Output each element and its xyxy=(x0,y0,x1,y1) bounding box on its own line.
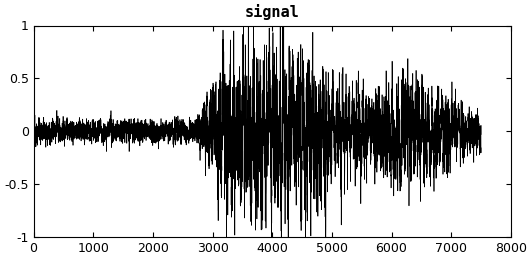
Title: signal: signal xyxy=(245,4,299,20)
